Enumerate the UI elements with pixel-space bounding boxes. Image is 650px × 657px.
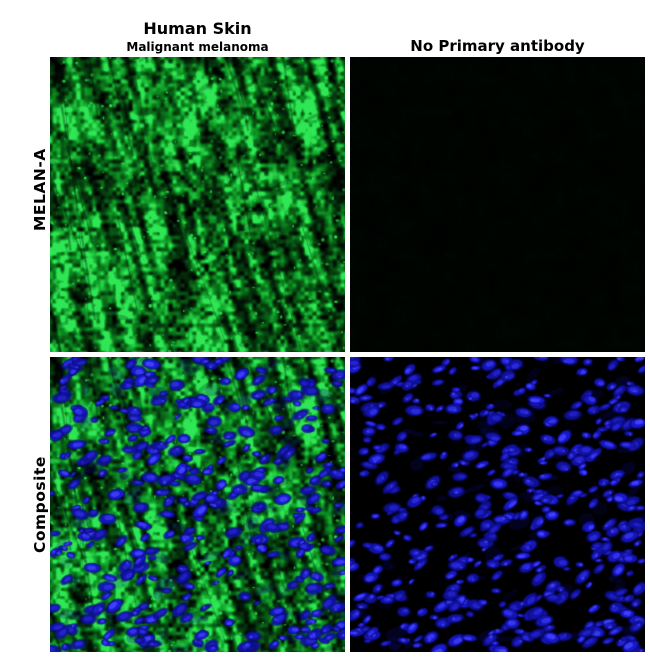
column-subtitle-malignant-melanoma: Malignant melanoma xyxy=(126,40,269,55)
micrograph-composite-no-primary xyxy=(350,357,645,652)
micrograph-melan-a-no-primary xyxy=(350,57,645,352)
column-header-human-skin: Human Skin Malignant melanoma xyxy=(50,19,345,55)
column-title-human-skin: Human Skin xyxy=(143,19,252,38)
micrograph-composite-human-skin xyxy=(50,357,345,652)
column-header-no-primary-antibody: No Primary antibody xyxy=(410,37,585,55)
micrograph-melan-a-human-skin xyxy=(50,57,345,352)
row-label-melan-a: MELAN-A xyxy=(31,148,49,231)
row-label-composite: Composite xyxy=(31,456,49,553)
